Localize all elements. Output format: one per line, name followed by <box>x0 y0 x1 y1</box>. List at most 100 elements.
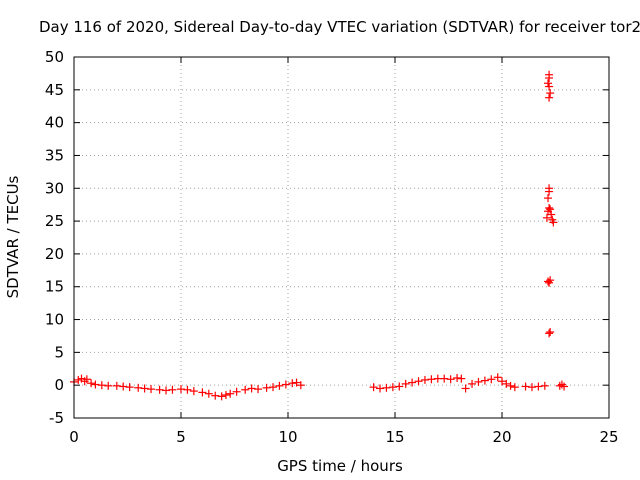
data-point <box>545 203 554 212</box>
data-point <box>502 379 511 388</box>
data-point <box>546 276 555 285</box>
data-point <box>453 373 462 382</box>
y-axis-label: SDTVAR / TECUs <box>4 175 22 298</box>
data-point <box>540 381 549 390</box>
data-point <box>498 377 506 386</box>
plot-frame <box>73 56 610 419</box>
data-point <box>506 381 515 390</box>
data-point <box>408 378 417 387</box>
x-tick-label: 5 <box>176 428 186 446</box>
data-point <box>112 381 121 390</box>
data-point <box>162 386 171 395</box>
data-point <box>296 381 305 390</box>
data-point <box>369 383 378 392</box>
data-point <box>82 375 91 384</box>
data-point <box>226 389 235 398</box>
data-point <box>125 383 134 392</box>
data-point <box>177 385 185 394</box>
data-point <box>555 381 564 390</box>
data-point <box>427 375 436 384</box>
data-point <box>487 375 496 384</box>
y-tick-label: 45 <box>45 81 64 99</box>
data-point <box>281 380 290 389</box>
data-point <box>217 392 226 401</box>
data-point <box>480 376 489 385</box>
data-point <box>474 377 483 386</box>
data-points <box>70 70 569 401</box>
data-point <box>382 383 391 392</box>
x-tick-label: 10 <box>278 428 297 446</box>
data-point <box>189 387 198 396</box>
data-point <box>275 381 284 390</box>
data-point <box>87 379 96 388</box>
data-point <box>388 383 397 392</box>
data-point <box>254 385 263 394</box>
data-point <box>147 385 156 394</box>
data-point <box>420 375 429 384</box>
x-tick-label: 0 <box>69 428 79 446</box>
data-point <box>545 329 554 338</box>
x-tick-label: 25 <box>599 428 618 446</box>
y-tick-label: 25 <box>45 212 64 230</box>
data-point <box>232 387 241 396</box>
data-point <box>546 205 555 214</box>
data-point <box>269 383 278 392</box>
data-point <box>549 218 558 227</box>
data-point <box>204 389 213 398</box>
data-point <box>468 379 477 388</box>
data-point <box>395 382 404 391</box>
data-point <box>527 383 536 392</box>
data-point <box>211 391 220 400</box>
y-tick-label: 50 <box>45 48 64 66</box>
y-tick-label: 5 <box>54 343 64 361</box>
data-point <box>241 385 250 394</box>
data-point <box>547 210 556 219</box>
data-point <box>510 383 519 392</box>
y-tick-label: 10 <box>45 311 64 329</box>
data-point <box>288 379 297 388</box>
data-point <box>546 328 555 337</box>
data-point <box>119 382 128 391</box>
data-point <box>91 380 100 389</box>
y-tick-label: 30 <box>45 179 64 197</box>
data-point <box>134 383 143 392</box>
data-point <box>401 379 410 388</box>
data-point <box>534 382 543 391</box>
data-point <box>446 375 455 384</box>
data-point <box>97 381 106 390</box>
data-point <box>461 384 470 393</box>
data-point <box>557 380 566 389</box>
data-point <box>198 388 207 397</box>
axis-ticks: -5 0 5 10 15 20 25 30 35 40 45 50 0 5 10 15 20 25 <box>45 48 619 446</box>
y-tick-label: 35 <box>45 146 64 164</box>
data-point <box>140 384 149 393</box>
data-point <box>292 378 301 387</box>
data-point <box>544 277 553 286</box>
data-point <box>440 374 449 383</box>
data-point <box>544 79 553 88</box>
data-point <box>546 89 555 98</box>
data-point <box>155 385 164 394</box>
x-tick-label: 20 <box>492 428 511 446</box>
data-point <box>545 184 554 193</box>
data-point <box>104 381 113 390</box>
chart-title: Day 116 of 2020, Sidereal Day-to-day VTE… <box>39 18 640 36</box>
data-point <box>545 93 554 102</box>
y-tick-label: 15 <box>45 278 64 296</box>
data-point <box>168 385 177 394</box>
data-point <box>545 70 554 79</box>
x-tick-label: 15 <box>385 428 404 446</box>
data-point <box>221 391 230 400</box>
data-point <box>414 377 423 386</box>
data-point <box>457 374 466 383</box>
data-point <box>183 385 192 394</box>
data-point <box>544 194 553 203</box>
data-point <box>493 373 502 382</box>
x-axis-label: GPS time / hours <box>277 457 403 475</box>
grid-lines <box>74 57 609 418</box>
y-tick-label: 40 <box>45 114 64 132</box>
data-point <box>247 384 256 393</box>
data-point <box>560 382 569 391</box>
